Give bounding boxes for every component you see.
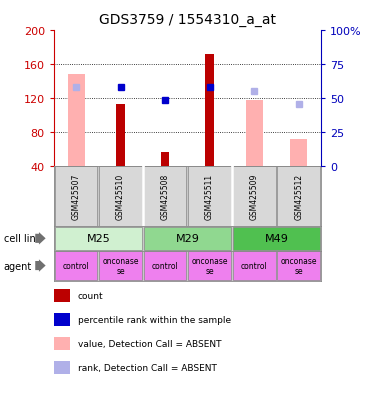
Bar	[188, 252, 231, 280]
Text: agent: agent	[4, 261, 32, 271]
Text: GSM425510: GSM425510	[116, 173, 125, 220]
Text: GSM425508: GSM425508	[161, 173, 170, 220]
Text: control: control	[152, 261, 178, 271]
Bar	[161, 152, 169, 167]
Bar	[68, 75, 85, 167]
Bar	[277, 167, 320, 226]
Bar	[99, 252, 142, 280]
Bar	[144, 167, 187, 226]
Bar	[55, 252, 98, 280]
Bar	[277, 252, 320, 280]
Bar	[144, 252, 187, 280]
Text: percentile rank within the sample: percentile rank within the sample	[78, 315, 231, 324]
Text: M25: M25	[86, 234, 110, 244]
Text: M29: M29	[175, 234, 199, 244]
Text: GSM425512: GSM425512	[294, 173, 303, 220]
Text: cell line: cell line	[4, 234, 42, 244]
Bar	[116, 105, 125, 167]
Text: M49: M49	[265, 234, 288, 244]
Text: onconase
se: onconase se	[280, 256, 317, 275]
Text: GSM425511: GSM425511	[205, 173, 214, 220]
Bar	[55, 167, 98, 226]
Text: control: control	[241, 261, 267, 271]
Bar	[144, 228, 231, 250]
Text: onconase
se: onconase se	[102, 256, 139, 275]
Bar	[290, 140, 307, 167]
Text: control: control	[63, 261, 89, 271]
Bar	[233, 167, 276, 226]
Text: GSM425507: GSM425507	[72, 173, 81, 220]
Bar	[55, 228, 142, 250]
Title: GDS3759 / 1554310_a_at: GDS3759 / 1554310_a_at	[99, 13, 276, 27]
Bar	[246, 101, 263, 167]
Text: value, Detection Call = ABSENT: value, Detection Call = ABSENT	[78, 339, 221, 348]
Text: rank, Detection Call = ABSENT: rank, Detection Call = ABSENT	[78, 363, 217, 372]
Bar	[233, 252, 276, 280]
Bar	[233, 228, 320, 250]
Text: GSM425509: GSM425509	[250, 173, 259, 220]
Bar	[206, 55, 214, 167]
Text: onconase
se: onconase se	[191, 256, 228, 275]
Bar	[188, 167, 231, 226]
Bar	[99, 167, 142, 226]
Text: count: count	[78, 291, 104, 300]
